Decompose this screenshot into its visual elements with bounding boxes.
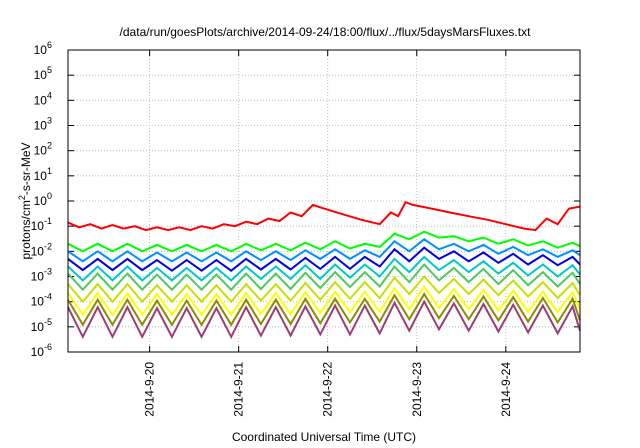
x-tick-label: 2014-9-20: [143, 362, 157, 417]
series-group: [67, 200, 581, 340]
x-tick-label: 2014-9-22: [321, 362, 335, 417]
x-tick-label: 2014-9-23: [410, 362, 424, 417]
y-tick-label: 10-6: [31, 342, 52, 359]
series-line: [67, 284, 581, 317]
y-tick-label: 10-1: [31, 216, 52, 233]
series-line: [67, 246, 581, 272]
y-tick-label: 106: [34, 40, 52, 57]
x-tick-label: 2014-9-24: [499, 362, 513, 417]
y-axis-label: protons/cm2-s-sr-MeV: [17, 142, 33, 259]
series-line: [67, 255, 581, 282]
y-tick-labels: 10-6 10-5 10-4 10-3 10-2 10-1 100 101 102 103 104 1…: [31, 40, 52, 359]
series-line: [67, 262, 581, 292]
x-tick-label: 2014-9-21: [232, 362, 246, 417]
y-tick-label: 102: [34, 141, 52, 158]
y-tick-label: 103: [34, 116, 52, 133]
y-tick-label: 10-5: [31, 317, 52, 334]
series-line: [67, 230, 581, 253]
y-tick-label: 10-4: [31, 292, 52, 309]
y-tick-label: 10-2: [31, 241, 52, 258]
series-line: [67, 200, 581, 232]
y-tick-label: 10-3: [31, 267, 52, 284]
series-line: [67, 299, 581, 340]
y-tick-label: 101: [34, 166, 52, 183]
y-tick-label: 104: [34, 90, 52, 107]
series-line: [67, 238, 581, 263]
x-tick-labels: 2014-9-20 2014-9-21 2014-9-22 2014-9-23 2014…: [143, 362, 513, 417]
series-line: [67, 274, 581, 304]
plot-frame: [67, 49, 581, 353]
y-tick-label: 105: [34, 65, 52, 82]
series-line: [67, 292, 581, 327]
y-tick-label: 100: [34, 191, 52, 208]
chart-title: /data/run/goesPlots/archive/2014-09-24/1…: [120, 25, 532, 39]
x-axis-label: Coordinated Universal Time (UTC): [232, 430, 416, 444]
